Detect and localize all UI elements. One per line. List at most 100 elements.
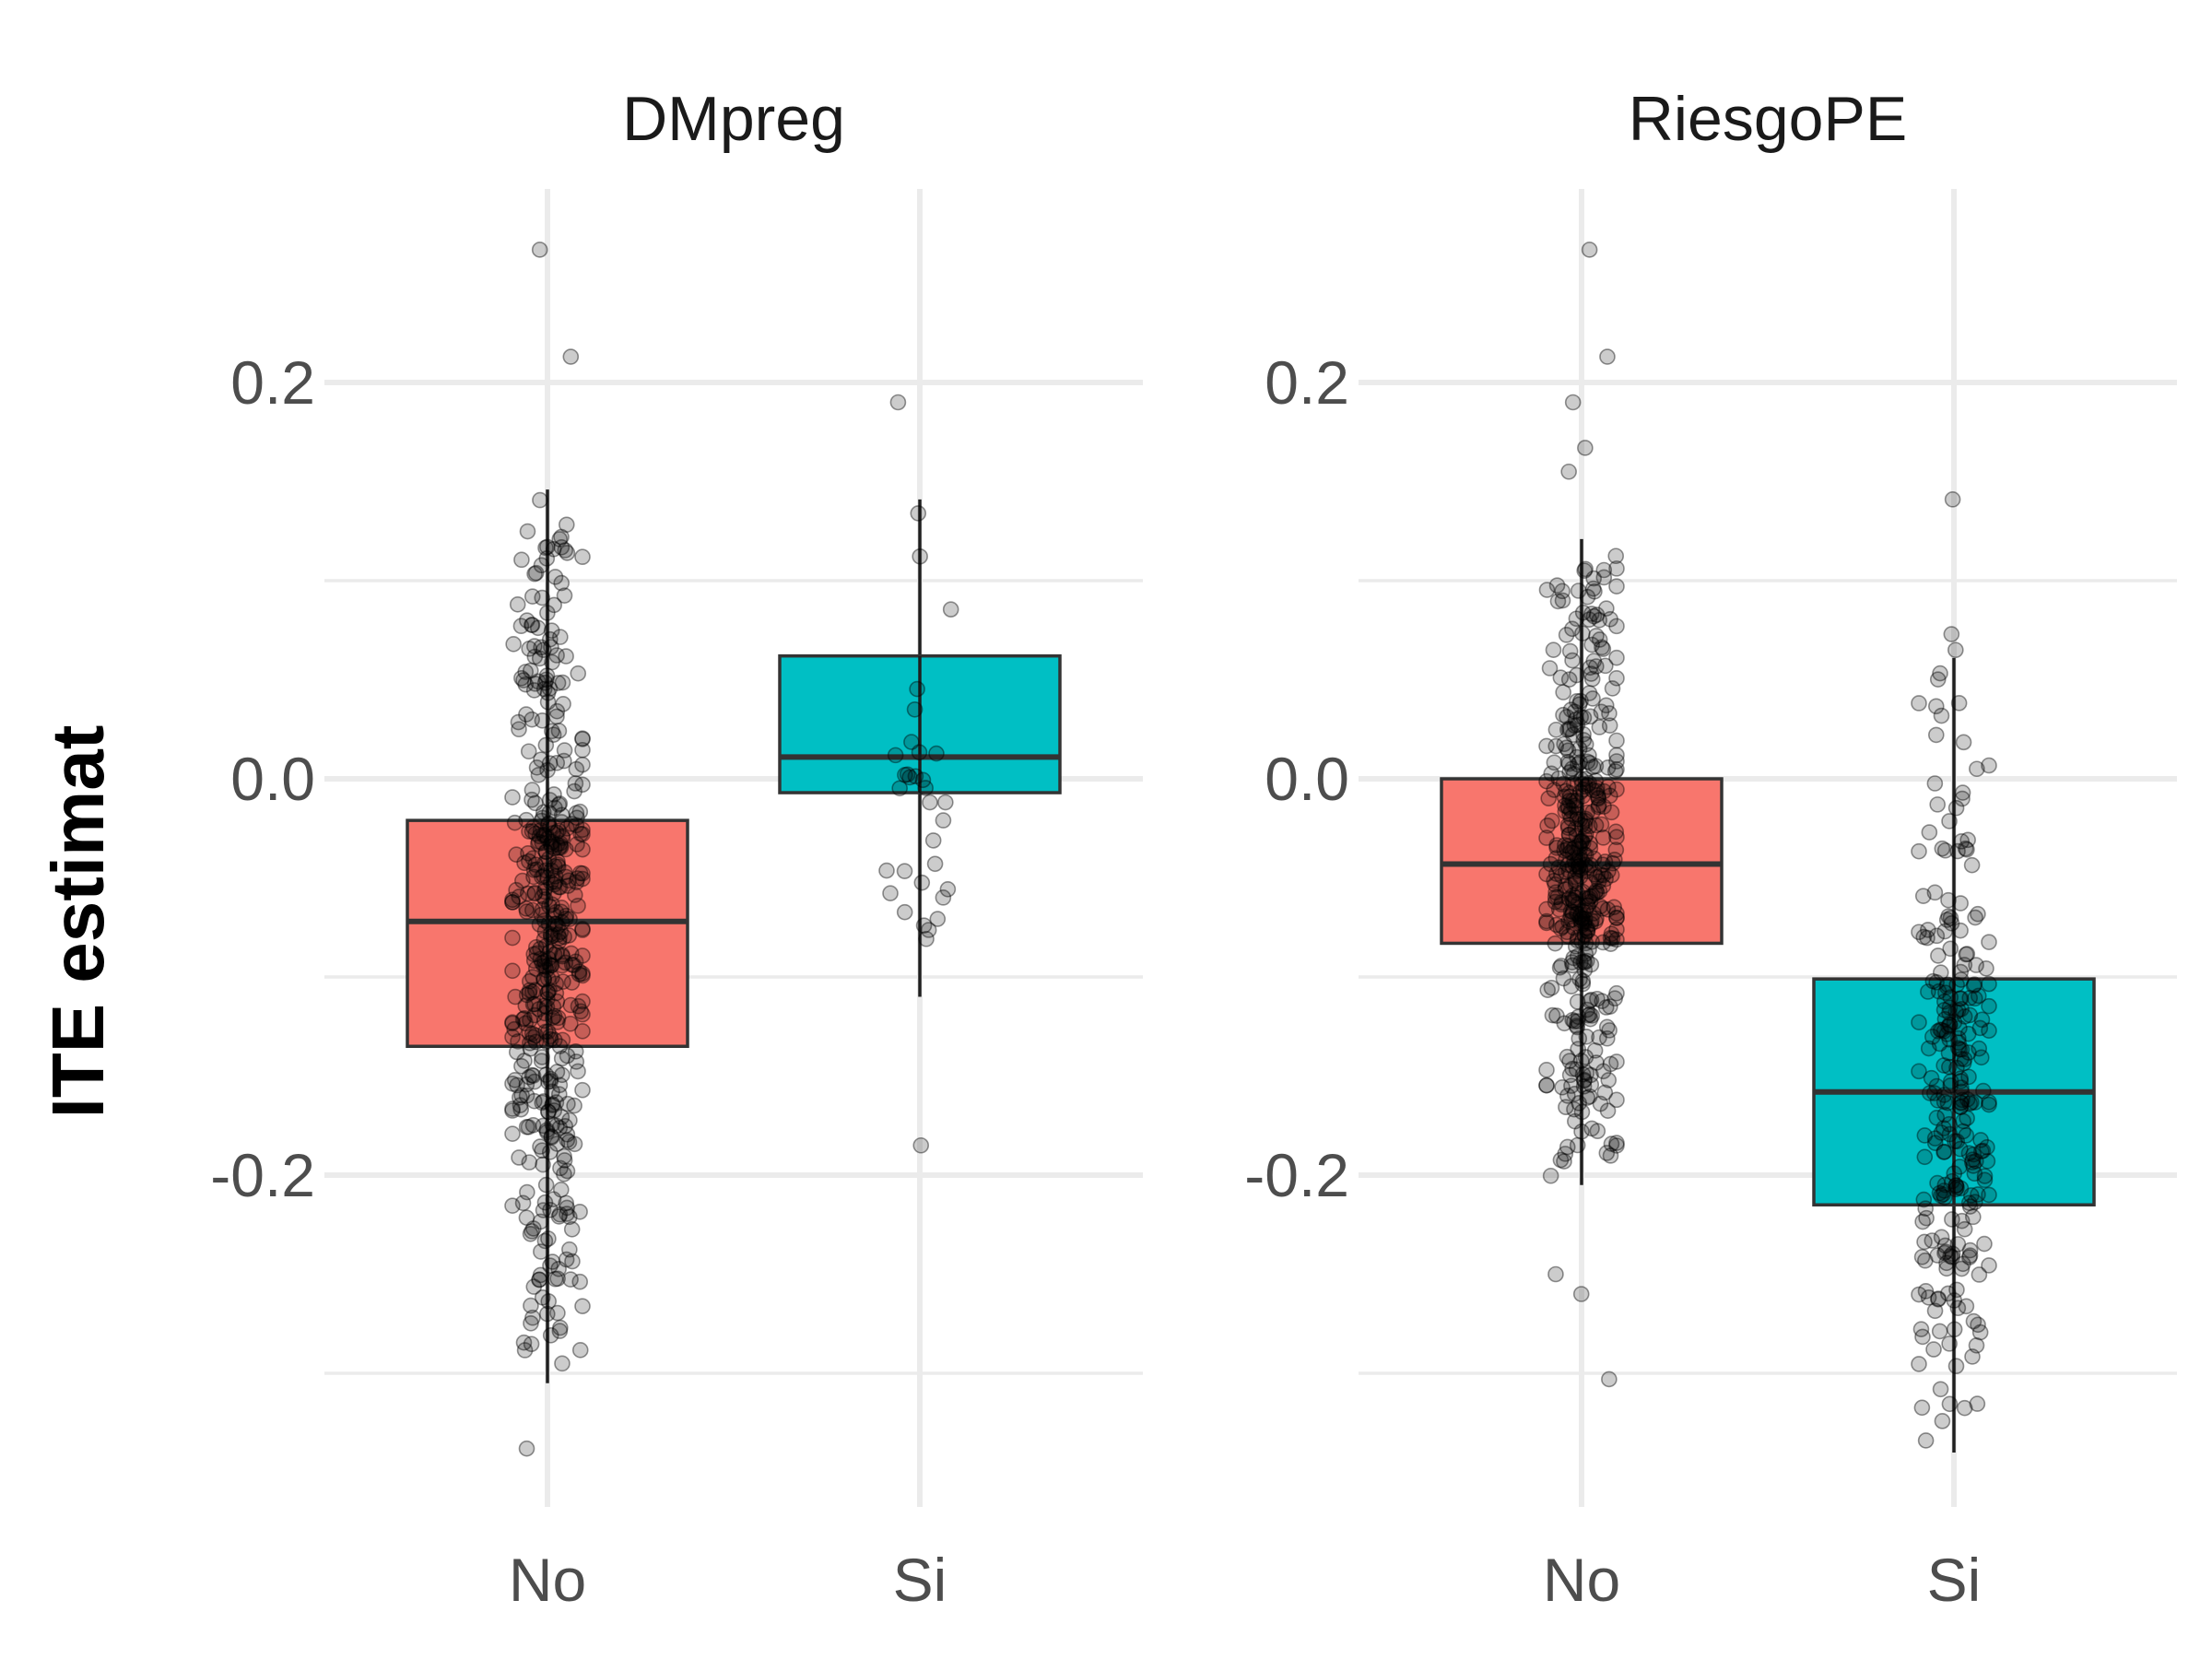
data-point <box>1576 915 1593 932</box>
data-point <box>1912 1321 1930 1337</box>
data-point <box>518 811 535 829</box>
data-point <box>521 1068 538 1086</box>
data-point <box>1964 1151 1982 1168</box>
data-point <box>1970 905 1986 923</box>
data-point <box>507 988 524 1006</box>
data-point <box>557 864 573 881</box>
data-point <box>1598 600 1615 617</box>
data-point <box>511 888 528 905</box>
data-point <box>1913 1248 1931 1265</box>
data-point <box>553 957 571 974</box>
data-point <box>526 676 544 692</box>
data-point <box>903 734 920 750</box>
data-point <box>569 870 586 887</box>
data-point <box>1936 1087 1953 1103</box>
data-point <box>1560 912 1577 930</box>
data-point <box>539 830 556 847</box>
data-point <box>550 878 568 896</box>
data-point <box>558 516 575 534</box>
data-point <box>546 946 563 963</box>
data-point <box>1917 1200 1934 1218</box>
data-point <box>522 1034 538 1052</box>
data-point <box>1566 1085 1583 1102</box>
data-point <box>571 963 588 980</box>
data-point <box>539 605 556 621</box>
data-point <box>524 823 541 840</box>
data-point <box>1597 870 1614 888</box>
data-point <box>572 1003 589 1020</box>
data-point <box>1574 1065 1592 1083</box>
data-point <box>1582 840 1599 857</box>
data-point <box>539 1023 557 1041</box>
data-point <box>1948 1059 1965 1077</box>
data-point <box>915 917 933 934</box>
data-point <box>1547 888 1564 906</box>
data-point <box>536 1232 554 1250</box>
y-tick-label: -0.2 <box>210 1141 315 1209</box>
data-point <box>1548 865 1565 882</box>
data-point <box>1607 547 1625 565</box>
data-point <box>539 971 557 987</box>
data-point <box>1566 797 1583 815</box>
data-point <box>559 1095 576 1112</box>
data-point <box>1559 838 1577 854</box>
data-point <box>574 1006 591 1023</box>
data-point <box>935 812 952 829</box>
data-point <box>1952 1140 1969 1158</box>
data-point <box>526 648 544 665</box>
data-point <box>1951 1041 1968 1058</box>
data-point <box>1542 855 1559 873</box>
data-point <box>1941 1115 1958 1133</box>
data-point <box>519 885 536 902</box>
data-point <box>535 1156 551 1173</box>
data-point <box>526 884 544 901</box>
data-point <box>1559 709 1575 725</box>
data-point <box>1591 719 1608 735</box>
data-point <box>508 1043 525 1061</box>
data-point <box>1936 1057 1952 1074</box>
data-point <box>1600 1072 1618 1088</box>
data-point <box>574 922 591 938</box>
data-point <box>1967 1194 1983 1211</box>
data-point <box>1594 856 1611 874</box>
data-point <box>1966 990 1983 1007</box>
data-point <box>1959 1025 1977 1042</box>
data-point <box>1570 905 1586 923</box>
data-point <box>531 828 548 845</box>
data-point <box>531 241 548 258</box>
data-point <box>935 889 952 906</box>
data-point <box>1979 1153 1996 1170</box>
data-point <box>534 589 551 606</box>
data-point <box>545 825 561 841</box>
data-point <box>1952 922 1969 939</box>
data-point <box>535 867 552 885</box>
data-point <box>1572 709 1590 725</box>
data-point <box>1973 1143 1990 1159</box>
data-point <box>550 1208 568 1225</box>
data-point <box>1608 618 1625 635</box>
data-point <box>1564 906 1581 923</box>
data-point <box>555 695 571 712</box>
data-point <box>556 752 572 770</box>
data-point <box>546 1102 563 1119</box>
data-point <box>524 983 541 1000</box>
data-point <box>574 730 591 747</box>
data-point <box>1585 607 1603 625</box>
data-point <box>1947 799 1965 817</box>
data-point <box>1594 867 1612 884</box>
data-point <box>1569 994 1586 1010</box>
data-point <box>914 771 932 789</box>
data-point <box>1566 703 1583 721</box>
data-point <box>541 982 558 999</box>
data-point <box>549 856 566 873</box>
data-point <box>1564 844 1581 862</box>
data-point <box>1608 781 1625 798</box>
data-point <box>1942 1077 1959 1094</box>
data-point <box>521 1154 538 1171</box>
data-point <box>1567 856 1584 873</box>
data-point <box>526 885 543 902</box>
data-point <box>1561 642 1579 660</box>
data-point <box>526 638 543 654</box>
data-point <box>1550 900 1568 918</box>
data-point <box>1924 972 1942 990</box>
